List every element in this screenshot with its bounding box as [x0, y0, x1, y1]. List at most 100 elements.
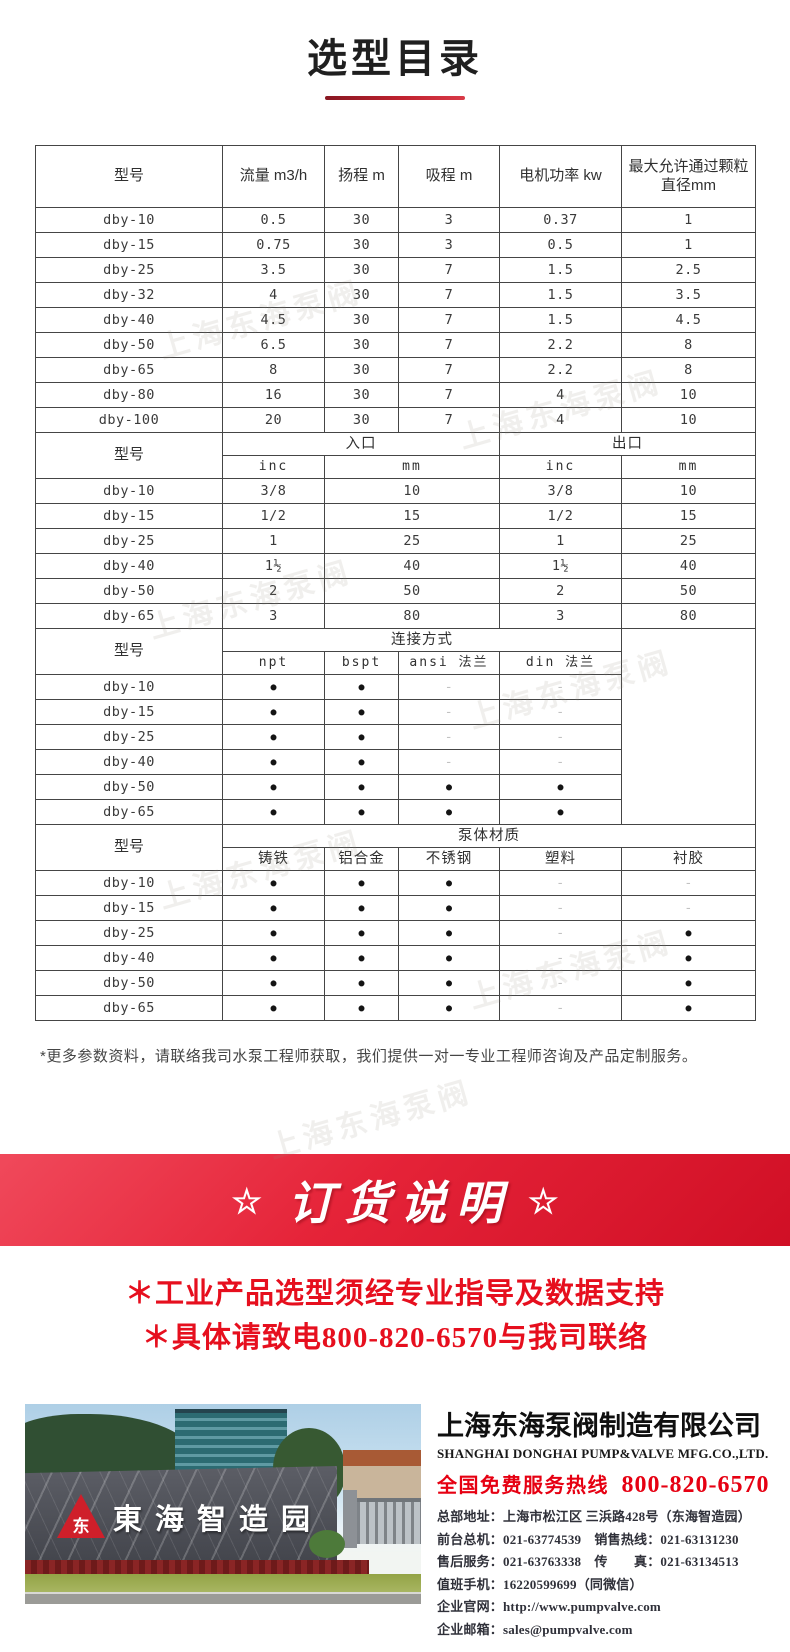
- value-cell: ●: [324, 920, 399, 946]
- value-cell: ●: [222, 870, 325, 896]
- column-header: [621, 628, 756, 825]
- column-header: inc: [222, 455, 325, 479]
- value-cell: 3: [499, 603, 622, 629]
- value-cell: 1/2: [222, 503, 325, 529]
- model-cell: dby-65: [35, 799, 223, 825]
- column-header: 型号: [35, 824, 223, 871]
- value-cell: 2.2: [499, 357, 622, 383]
- notice-line-1: ＊工业产品选型须经专业指导及数据支持: [124, 1278, 665, 1310]
- value-cell: 4: [499, 407, 622, 433]
- model-cell: dby-65: [35, 995, 223, 1021]
- value-cell: -: [499, 970, 622, 996]
- value-cell: 1: [621, 232, 756, 258]
- value-cell: 30: [324, 407, 399, 433]
- value-cell: 40: [324, 553, 500, 579]
- service-hotline: 全国免费服务热线 800-820-6570: [437, 1469, 782, 1499]
- footnote: *更多参数资料，请联络我司水泵工程师获取，我们提供一对一专业工程师咨询及产品定制…: [40, 1048, 698, 1065]
- value-cell: ●: [222, 724, 325, 750]
- value-cell: 80: [324, 603, 500, 629]
- value-cell: 1: [621, 207, 756, 233]
- value-cell: 7: [398, 257, 500, 283]
- value-cell: ●: [324, 895, 399, 921]
- flower-bed: [25, 1560, 369, 1578]
- value-cell: -: [398, 699, 500, 725]
- table-row: dby-65 3 80 3 80: [35, 603, 756, 629]
- value-cell: -: [398, 674, 500, 700]
- model-cell: dby-40: [35, 749, 223, 775]
- column-header: mm: [324, 455, 500, 479]
- value-cell: 2: [222, 578, 325, 604]
- value-cell: 30: [324, 357, 399, 383]
- notice-line-2: ＊具体请致电800-820-6570与我司联络: [141, 1322, 649, 1354]
- table-row: dby-40 1½ 40 1½ 40: [35, 553, 756, 579]
- column-header: 型号: [35, 145, 223, 208]
- table-row: dby-10 3/8 10 3/8 10: [35, 478, 756, 504]
- contact-line-website[interactable]: 企业官网：http://www.pumpvalve.com: [437, 1599, 661, 1614]
- model-cell: dby-50: [35, 578, 223, 604]
- value-cell: 1½: [499, 553, 622, 579]
- value-cell: -: [499, 749, 622, 775]
- value-cell: -: [499, 920, 622, 946]
- model-cell: dby-50: [35, 970, 223, 996]
- value-cell: ●: [222, 995, 325, 1021]
- value-cell: 50: [324, 578, 500, 604]
- value-cell: 10: [621, 407, 756, 433]
- value-cell: 40: [621, 553, 756, 579]
- value-cell: ●: [398, 895, 500, 921]
- value-cell: 0.37: [499, 207, 622, 233]
- contact-line-email[interactable]: 企业邮箱：sales@pumpvalve.com: [437, 1621, 633, 1637]
- spec-table-connection: 型号 连接方式 npt bspt ansi 法兰 din 法兰 dby-10 ● ● - - dby-…: [35, 628, 756, 825]
- column-header: 型号: [35, 628, 223, 675]
- company-info: 上海东海泵阀制造有限公司 SHANGHAI DONGHAI PUMP&VALVE…: [437, 1404, 782, 1641]
- lawn: [25, 1574, 421, 1594]
- company-name-en: SHANGHAI DONGHAI PUMP&VALVE MFG.CO.,LTD.: [437, 1446, 769, 1461]
- value-cell: 2.2: [499, 332, 622, 358]
- value-cell: 10: [621, 382, 756, 408]
- value-cell: ●: [398, 995, 500, 1021]
- road: [25, 1592, 421, 1604]
- gate-pillar: [343, 1490, 357, 1548]
- value-cell: 2.5: [621, 257, 756, 283]
- model-cell: dby-10: [35, 207, 223, 233]
- value-cell: 25: [324, 528, 500, 554]
- contact-lines: 总部地址：上海市松江区 三浜路428号（东海智造园） 前台总机：021-63774…: [437, 1506, 782, 1641]
- value-cell: ●: [222, 970, 325, 996]
- value-cell: 4: [499, 382, 622, 408]
- value-cell: 4: [222, 282, 325, 308]
- order-banner: ☆ 订货说明 ☆: [0, 1154, 790, 1246]
- value-cell: 1½: [222, 553, 325, 579]
- factory-photo: 东 東海智造园: [25, 1404, 421, 1604]
- value-cell: ●: [324, 674, 399, 700]
- column-header: 泵体材质: [221, 824, 757, 848]
- catalog-page: 选型目录 型号 流量 m3/h 扬程 m 吸程 m 电机功率 kw 最大允许通过颗粒直径m…: [0, 26, 790, 1652]
- value-cell: -: [620, 870, 757, 896]
- far-building-roof: [343, 1450, 421, 1466]
- value-cell: 3: [398, 207, 500, 233]
- value-cell: 30: [324, 207, 399, 233]
- value-cell: ●: [324, 870, 399, 896]
- table-row: dby-15 ● ● ● - -: [35, 895, 757, 921]
- column-header: din 法兰: [499, 651, 622, 675]
- model-cell: dby-40: [35, 945, 223, 971]
- value-cell: ●: [222, 749, 325, 775]
- watermark: 上海东海泵阀: [265, 1075, 477, 1166]
- value-cell: ●: [398, 799, 500, 825]
- column-header: 扬程 m: [324, 145, 399, 208]
- column-header: 不锈钢: [398, 847, 500, 871]
- value-cell: -: [398, 724, 500, 750]
- column-header: 流量 m3/h: [222, 145, 325, 208]
- value-cell: ●: [324, 995, 399, 1021]
- column-header: inc: [499, 455, 622, 479]
- value-cell: 7: [398, 382, 500, 408]
- column-header: bspt: [324, 651, 399, 675]
- value-cell: 4.5: [222, 307, 325, 333]
- value-cell: ●: [222, 799, 325, 825]
- table-row: dby-10 ● ● ● - -: [35, 870, 757, 896]
- spec-table-material: 型号 泵体材质 铸铁 铝合金 不锈钢 塑料 衬胶 dby-10 ● ● ● - - dby-15 ● ● ● - -…: [35, 824, 757, 1021]
- value-cell: 30: [324, 382, 399, 408]
- model-cell: dby-65: [35, 603, 223, 629]
- hotline-number: 800-820-6570: [621, 1472, 770, 1498]
- value-cell: 20: [222, 407, 325, 433]
- value-cell: -: [499, 995, 622, 1021]
- table-row: dby-32 4 30 7 1.5 3.5: [35, 282, 756, 308]
